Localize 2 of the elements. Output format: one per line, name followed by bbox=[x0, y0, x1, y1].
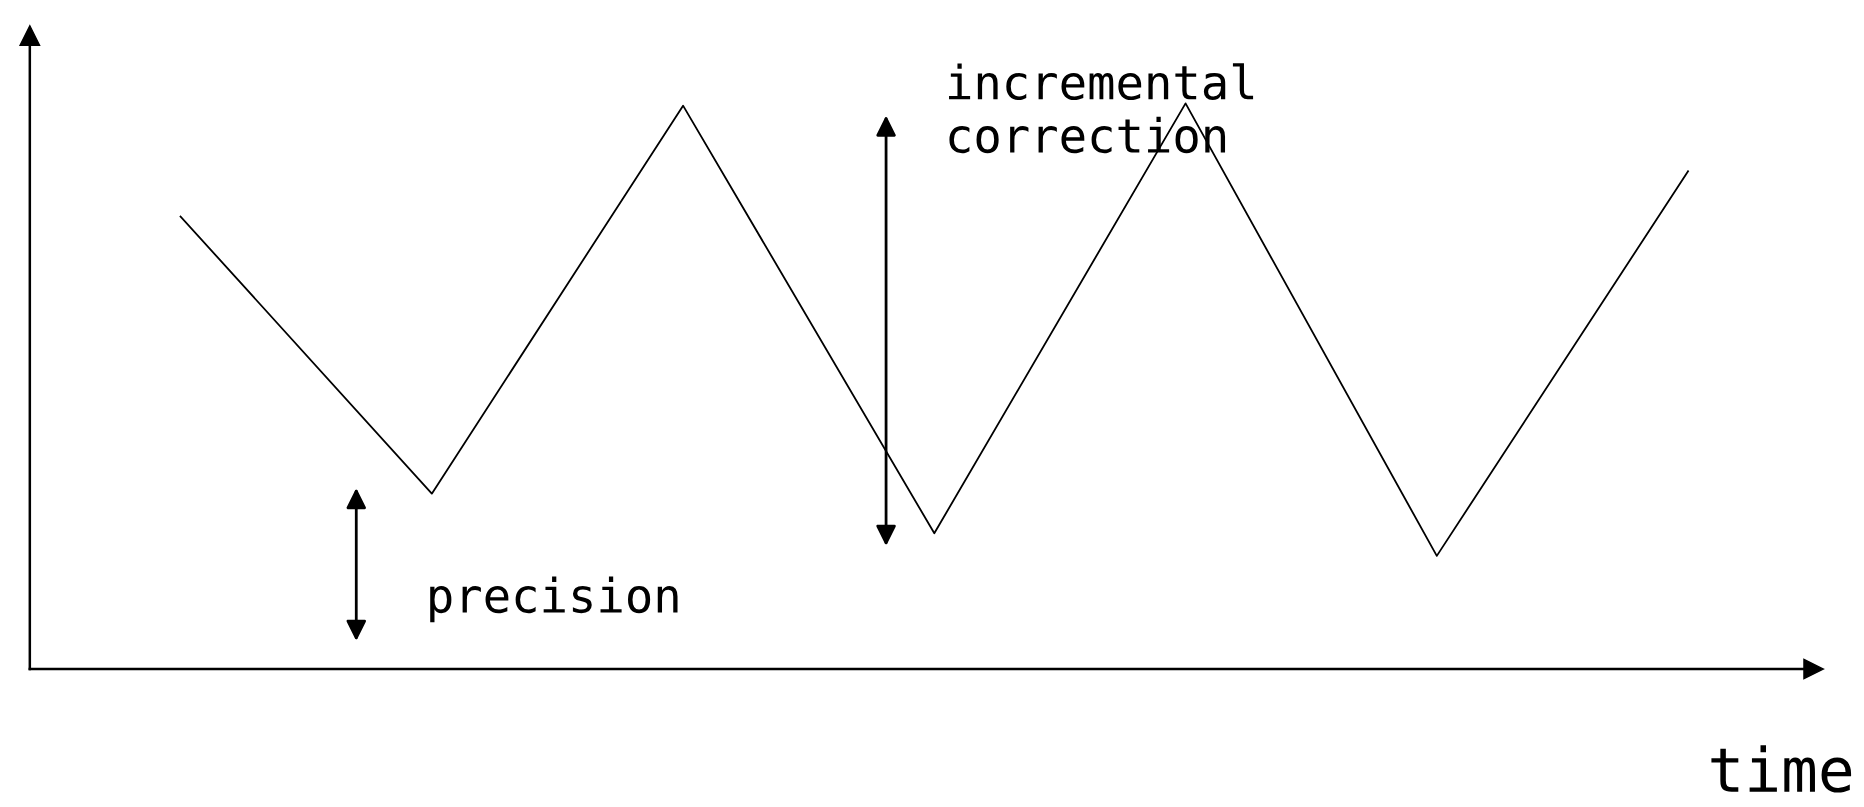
annotation: precision bbox=[430, 576, 678, 623]
x-axis-title: time bbox=[1711, 745, 1852, 793]
